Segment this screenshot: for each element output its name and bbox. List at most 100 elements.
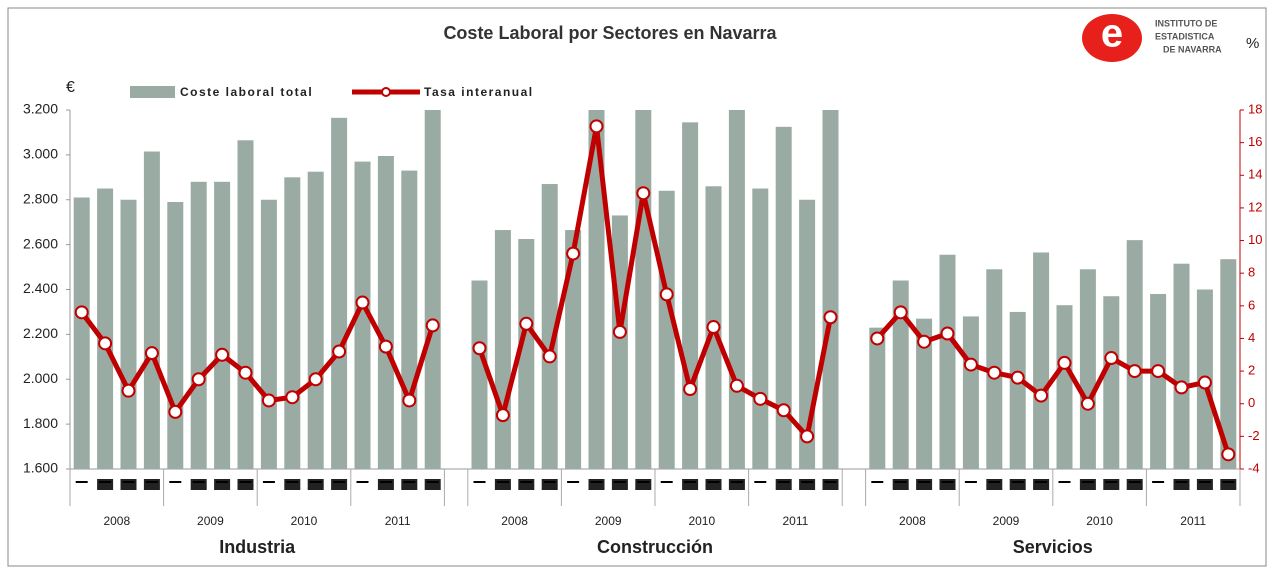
- y-unit: €: [66, 79, 75, 96]
- y2-tick-label: 0: [1248, 395, 1255, 410]
- bar: [331, 117, 348, 470]
- rate-point: [261, 393, 276, 408]
- quarter-icon: [637, 481, 650, 483]
- legend-label: Coste laboral total: [180, 85, 313, 99]
- quarter-icon: [286, 481, 299, 483]
- quarter-icon: [1152, 481, 1165, 483]
- rate-point: [1197, 375, 1212, 390]
- bar: [658, 190, 675, 469]
- quarter-icon: [611, 479, 628, 490]
- y2-tick-label: 16: [1248, 134, 1262, 149]
- rate-point: [1174, 380, 1189, 395]
- rate-line: [79, 300, 436, 415]
- y2-tick-label: 10: [1248, 232, 1262, 247]
- logo-mark: [1082, 14, 1142, 62]
- year-label: 2009: [197, 514, 224, 528]
- bar: [401, 170, 418, 470]
- rate-point: [519, 316, 534, 331]
- quarter-icon: [1222, 481, 1235, 483]
- rate-point: [800, 429, 815, 444]
- rate-point: [753, 391, 768, 406]
- quarter-icon: [941, 481, 954, 483]
- rate-point: [1080, 396, 1095, 411]
- quarter-icon: [260, 479, 277, 490]
- bar: [237, 140, 254, 469]
- quarter-icon: [143, 479, 160, 490]
- year-label: 2008: [103, 514, 130, 528]
- rate-point: [425, 318, 440, 333]
- quarter-icon: [1126, 479, 1143, 490]
- year-label: 2010: [688, 514, 715, 528]
- bar: [939, 254, 956, 469]
- year-label: 2008: [899, 514, 926, 528]
- quarter-icon: [1035, 481, 1048, 483]
- quarter-icon: [1058, 481, 1071, 483]
- bar: [518, 239, 535, 469]
- year-label: 2011: [782, 514, 808, 528]
- y-tick-label: 2.000: [23, 370, 58, 386]
- rate-line: [477, 123, 833, 439]
- quarter-icon: [777, 481, 790, 483]
- quarter-icon: [660, 481, 673, 483]
- y-tick-label: 2.800: [23, 190, 58, 206]
- quarter-icon: [1079, 479, 1096, 490]
- rate-point: [706, 320, 721, 335]
- quarter-icon: [496, 481, 509, 483]
- rate-point: [215, 347, 230, 362]
- rate-point: [378, 339, 393, 354]
- rate-point: [1034, 388, 1049, 403]
- quarter-icon: [1173, 479, 1190, 490]
- quarter-icon: [801, 481, 814, 483]
- rate-point: [589, 119, 604, 134]
- y2-tick-label: 12: [1248, 199, 1262, 214]
- quarter-icon: [871, 481, 884, 483]
- rate-point: [355, 295, 370, 310]
- bar: [377, 155, 394, 469]
- bar: [120, 199, 137, 469]
- quarter-icon: [588, 479, 605, 490]
- rate-point: [121, 383, 136, 398]
- quarter-icon: [707, 481, 720, 483]
- rate-point: [636, 186, 651, 201]
- rate-point: [1221, 447, 1236, 462]
- rate-point: [1010, 370, 1025, 385]
- year-label: 2010: [291, 514, 318, 528]
- bar: [1173, 263, 1190, 469]
- bar: [541, 184, 558, 469]
- rate-point: [659, 287, 674, 302]
- rate-point: [1104, 351, 1119, 366]
- rate-point: [729, 378, 744, 393]
- bar: [822, 110, 839, 469]
- quarter-icon: [892, 479, 909, 490]
- quarter-icon: [518, 479, 535, 490]
- group-label: Industria: [219, 537, 296, 557]
- bar: [752, 188, 769, 469]
- rate-point: [893, 305, 908, 320]
- legend-swatch: [130, 86, 175, 98]
- y-tick-label: 3.000: [23, 146, 58, 162]
- quarter-icon: [145, 481, 158, 483]
- rate-point: [683, 382, 698, 397]
- quarter-icon: [97, 479, 114, 490]
- bar: [1056, 305, 1073, 469]
- year-label: 2011: [385, 514, 411, 528]
- quarter-icon: [75, 481, 88, 483]
- bar: [1079, 269, 1096, 469]
- y2-tick-label: 18: [1248, 101, 1262, 116]
- quarter-icon: [284, 479, 301, 490]
- y2-tick-label: 8: [1248, 265, 1255, 280]
- quarter-icon: [214, 479, 231, 490]
- quarter-icon: [1150, 479, 1167, 490]
- quarter-icon: [916, 479, 933, 490]
- rate-point: [168, 404, 183, 419]
- quarter-icon: [426, 481, 439, 483]
- rate-point: [495, 408, 510, 423]
- quarter-icon: [120, 479, 137, 490]
- bar: [1103, 296, 1120, 469]
- quarter-icon: [1081, 481, 1094, 483]
- bar: [190, 181, 207, 470]
- quarter-icon: [331, 479, 348, 490]
- bar: [354, 161, 371, 469]
- y2-tick-label: -2: [1248, 428, 1260, 443]
